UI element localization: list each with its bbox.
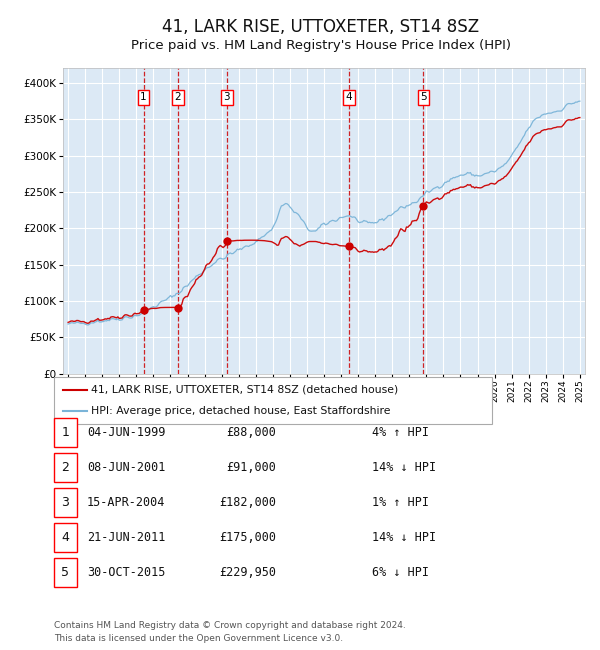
- Text: 1% ↑ HPI: 1% ↑ HPI: [372, 496, 429, 509]
- Text: £229,950: £229,950: [219, 566, 276, 579]
- Text: 08-JUN-2001: 08-JUN-2001: [87, 461, 166, 474]
- Text: 2: 2: [61, 461, 70, 474]
- Text: 2: 2: [175, 92, 181, 102]
- Text: 14% ↓ HPI: 14% ↓ HPI: [372, 531, 436, 544]
- Text: £182,000: £182,000: [219, 496, 276, 509]
- Text: 3: 3: [223, 92, 230, 102]
- Text: 04-JUN-1999: 04-JUN-1999: [87, 426, 166, 439]
- Text: 14% ↓ HPI: 14% ↓ HPI: [372, 461, 436, 474]
- Text: 4: 4: [346, 92, 352, 102]
- Text: 1: 1: [61, 426, 70, 439]
- Text: HPI: Average price, detached house, East Staffordshire: HPI: Average price, detached house, East…: [91, 406, 391, 416]
- Text: 1: 1: [140, 92, 147, 102]
- Text: This data is licensed under the Open Government Licence v3.0.: This data is licensed under the Open Gov…: [54, 634, 343, 643]
- Text: 5: 5: [420, 92, 427, 102]
- Text: Contains HM Land Registry data © Crown copyright and database right 2024.: Contains HM Land Registry data © Crown c…: [54, 621, 406, 630]
- Text: 41, LARK RISE, UTTOXETER, ST14 8SZ (detached house): 41, LARK RISE, UTTOXETER, ST14 8SZ (deta…: [91, 385, 398, 395]
- Text: 41, LARK RISE, UTTOXETER, ST14 8SZ: 41, LARK RISE, UTTOXETER, ST14 8SZ: [163, 18, 479, 36]
- Text: 15-APR-2004: 15-APR-2004: [87, 496, 166, 509]
- Text: 30-OCT-2015: 30-OCT-2015: [87, 566, 166, 579]
- Text: 5: 5: [61, 566, 70, 579]
- Text: 3: 3: [61, 496, 70, 509]
- Text: Price paid vs. HM Land Registry's House Price Index (HPI): Price paid vs. HM Land Registry's House …: [131, 39, 511, 52]
- Text: 6% ↓ HPI: 6% ↓ HPI: [372, 566, 429, 579]
- Text: £175,000: £175,000: [219, 531, 276, 544]
- Text: 4: 4: [61, 531, 70, 544]
- Text: £88,000: £88,000: [226, 426, 276, 439]
- Text: 4% ↑ HPI: 4% ↑ HPI: [372, 426, 429, 439]
- Text: £91,000: £91,000: [226, 461, 276, 474]
- Text: 21-JUN-2011: 21-JUN-2011: [87, 531, 166, 544]
